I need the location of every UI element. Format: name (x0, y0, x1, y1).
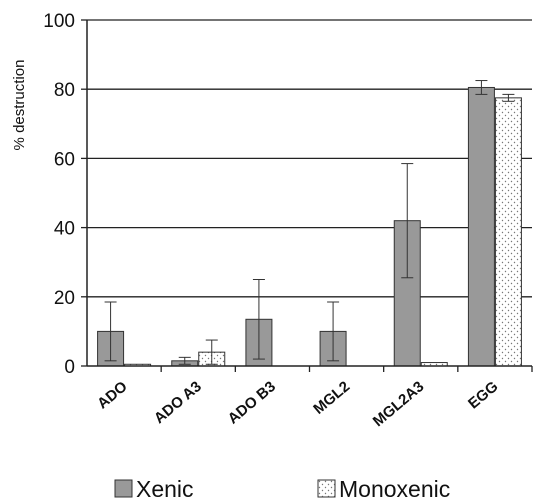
y-tick-label: 40 (54, 219, 75, 240)
legend-swatch-xenic (114, 479, 133, 498)
y-tick-label: 60 (54, 149, 75, 170)
axes (86, 20, 533, 372)
x-category-label: ADO A3 (151, 378, 205, 427)
y-tick-label: 20 (54, 288, 75, 309)
y-tick-label: 100 (43, 11, 75, 32)
x-category-label: EGG (465, 378, 501, 412)
bars (97, 86, 522, 367)
legend-label-xenic: Xenic (136, 476, 194, 501)
x-category-label: MGL2A3 (370, 378, 428, 430)
bar-monoxenic-egg (494, 97, 522, 367)
y-tick-label: 0 (64, 357, 75, 378)
error-bars (104, 80, 515, 365)
y-axis-label: % destruction (11, 60, 28, 151)
x-category-labels: ADO ADO A3 ADO B3 MGL2 MGL2A3 EGG (94, 378, 501, 430)
legend-label-monoxenic: Monoxenic (339, 476, 450, 501)
x-category-label: ADO B3 (225, 378, 279, 427)
grid-lines (81, 19, 532, 367)
legend: Xenic Monoxenic (114, 476, 450, 501)
y-tick-labels: 0 20 40 60 80 100 (43, 11, 75, 378)
y-tick-label: 80 (54, 80, 75, 101)
x-category-label: MGL2 (310, 378, 353, 418)
bar-xenic-egg (467, 86, 495, 367)
x-category-label: ADO (94, 378, 131, 413)
legend-swatch-monoxenic (317, 479, 336, 498)
